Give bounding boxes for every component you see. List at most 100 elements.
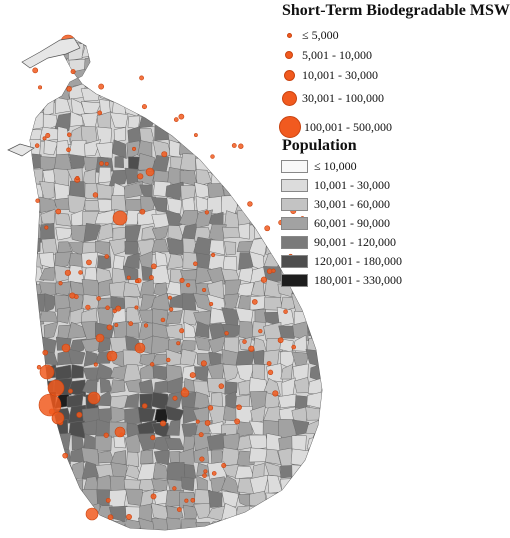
population-legend-swatch [281, 179, 308, 192]
map-region [139, 55, 154, 73]
map-region [125, 488, 143, 507]
map-region [56, 307, 71, 324]
map-region [179, 348, 197, 366]
msw-point [236, 404, 242, 411]
map-region [0, 337, 17, 353]
msw-point [150, 362, 155, 367]
map-region [43, 139, 58, 156]
map-region [279, 504, 296, 522]
map-region [124, 180, 143, 199]
map-region [220, 85, 241, 101]
msw-point [32, 67, 39, 74]
msw-point [85, 304, 91, 310]
map-region [0, 126, 17, 141]
map-region [234, 465, 255, 480]
map-region [154, 100, 170, 117]
map-region [252, 321, 267, 338]
map-region [180, 518, 199, 530]
msw-point [221, 463, 227, 469]
map-region [151, 238, 170, 253]
map-region [125, 532, 141, 538]
map-region [320, 447, 322, 462]
map-region [305, 503, 322, 522]
msw-point [172, 395, 178, 401]
map-region [30, 378, 43, 396]
map-region [166, 54, 185, 74]
msw-point [75, 176, 80, 181]
map-region [252, 157, 267, 174]
msw-point [148, 275, 154, 281]
msw-point [231, 143, 237, 148]
population-legend-label: 90,001 - 120,000 [314, 235, 396, 249]
map-region [265, 73, 284, 87]
map-region [208, 99, 225, 118]
map-region [14, 43, 28, 58]
map-region [264, 278, 282, 299]
map-region [138, 478, 157, 492]
map-region [42, 69, 54, 85]
map-region [237, 129, 254, 142]
map-region [262, 140, 282, 159]
msw-point [87, 391, 101, 405]
map-region [319, 307, 322, 327]
msw-point [97, 110, 103, 116]
map-region [139, 45, 153, 61]
map-region [82, 367, 101, 383]
map-region [153, 69, 169, 89]
map-region [209, 73, 224, 90]
map-region [250, 86, 269, 101]
map-region [263, 153, 283, 172]
msw-point [199, 456, 205, 462]
map-region [252, 167, 269, 185]
msw-point [267, 369, 274, 375]
msw-point [126, 275, 131, 280]
msw-point [186, 283, 191, 288]
msw-point [178, 113, 185, 120]
map-region [109, 38, 124, 44]
msw-point [224, 331, 229, 336]
map-region [263, 518, 279, 530]
map-region [57, 126, 72, 145]
map-region [236, 421, 253, 438]
map-region [30, 82, 46, 101]
map-region [39, 502, 56, 523]
msw-point [66, 86, 72, 92]
map-region [0, 408, 14, 425]
map-region [224, 241, 237, 256]
map-region [168, 84, 183, 104]
msw-legend-label: 10,001 - 30,000 [302, 68, 378, 82]
map-region [12, 129, 30, 140]
map-region [225, 38, 240, 48]
msw-point [137, 173, 144, 180]
map-region [124, 167, 140, 185]
map-region [264, 42, 283, 59]
map-region [278, 325, 297, 339]
map-region [282, 491, 297, 508]
map-region [307, 492, 322, 508]
map-region [226, 111, 240, 131]
map-region [86, 534, 100, 538]
map-region [95, 41, 114, 60]
map-region [30, 71, 42, 89]
map-region [180, 153, 196, 172]
msw-point [258, 328, 263, 334]
msw-point [166, 357, 171, 363]
map-region [96, 255, 112, 271]
msw-point [95, 333, 105, 343]
map-region [40, 533, 58, 538]
msw-point [78, 270, 83, 275]
map-region [112, 42, 128, 62]
map-region [30, 266, 45, 284]
msw-point [160, 317, 166, 323]
map-region [323, 423, 337, 438]
msw-point [93, 362, 98, 367]
map-region [69, 532, 86, 538]
map-region [11, 167, 27, 185]
map-region [321, 475, 322, 495]
map-region [168, 38, 181, 48]
map-region [0, 195, 14, 211]
map-region [0, 420, 14, 435]
map-region [30, 97, 31, 117]
map-region [124, 241, 139, 255]
map-region [30, 180, 31, 198]
